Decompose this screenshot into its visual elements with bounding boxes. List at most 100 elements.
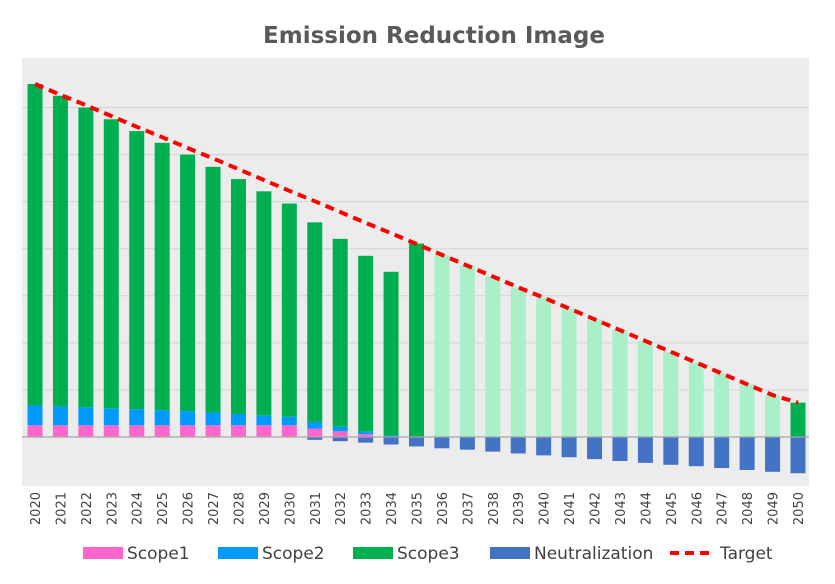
legend-swatch-scope3	[353, 547, 393, 559]
bar-scope1-2023	[103, 425, 119, 437]
legend-label-scope2: Scope2	[262, 544, 325, 564]
legend-swatch-neutralization	[490, 547, 530, 559]
bar-neutralization-2031	[307, 437, 323, 440]
bar-scope3-projected--2046	[688, 362, 704, 437]
x-tick-label: 2039	[512, 492, 527, 525]
bar-neutralization-2034	[383, 437, 399, 445]
bar-neutralization-2049	[765, 437, 781, 472]
bar-scope3-2032	[332, 238, 348, 427]
bar-scope1-2020	[27, 425, 43, 437]
x-tick-label: 2050	[792, 492, 807, 525]
x-tick-label: 2049	[767, 492, 782, 525]
bar-scope3-2022	[78, 107, 94, 408]
bar-scope3-projected--2044	[637, 340, 653, 437]
bar-scope3-2050	[790, 402, 806, 437]
target-series	[34, 82, 799, 405]
bar-scope1-2033	[358, 434, 374, 437]
bar-neutralization-2046	[688, 437, 704, 467]
bar-scope3-projected--2047	[714, 373, 730, 437]
bar-scope3-2035	[409, 243, 424, 437]
bar-scope3-projected--2042	[587, 319, 603, 437]
legend-swatch-scope1	[83, 547, 123, 559]
bar-scope2-2025	[154, 410, 170, 426]
x-tick-label: 2040	[538, 492, 553, 525]
x-tick-label: 2028	[232, 492, 247, 525]
bar-neutralization-2050	[790, 437, 806, 474]
bar-scope3-2034	[383, 271, 399, 436]
bar-scope3-2029	[256, 191, 272, 416]
x-tick-label: 2046	[690, 492, 705, 525]
x-tick-label: 2033	[360, 492, 375, 525]
x-tick-label: 2036	[436, 492, 451, 525]
bar-scope2-2026	[180, 411, 196, 426]
bar-scope3-projected--2036	[434, 254, 450, 437]
x-tick-label: 2047	[716, 492, 731, 525]
x-tick-label: 2044	[639, 492, 654, 525]
bar-neutralization-2041	[561, 437, 577, 458]
legend-label-target: Target	[719, 544, 773, 564]
x-tick-label: 2037	[461, 492, 476, 525]
x-tick-label: 2048	[741, 492, 756, 525]
bar-neutralization-2036	[434, 437, 450, 449]
bar-scope3-projected--2043	[612, 330, 628, 437]
x-tick-label: 2045	[665, 492, 680, 525]
x-tick-label: 2023	[105, 492, 120, 525]
bar-scope2-2024	[129, 409, 145, 426]
bar-scope3-2028	[230, 179, 246, 414]
bar-scope1-2024	[129, 425, 145, 437]
bar-scope1-2021	[52, 425, 68, 437]
bar-scope3-projected--2045	[663, 351, 679, 437]
bar-scope2-2028	[230, 413, 246, 426]
x-tick-label: 2030	[283, 492, 298, 525]
bar-scope1-2026	[180, 425, 196, 437]
bar-scope2-2023	[103, 408, 119, 426]
bar-scope1-2025	[154, 425, 170, 437]
bar-scope3-projected--2040	[536, 297, 552, 437]
bar-scope1-2027	[205, 425, 221, 437]
target-line	[34, 82, 799, 405]
bar-neutralization-2032	[332, 437, 348, 442]
bar-neutralization-2038	[485, 437, 501, 452]
chart-title: Emission Reduction Image	[263, 23, 605, 49]
bar-scope3-projected--2039	[510, 287, 526, 437]
x-tick-label: 2043	[614, 492, 629, 525]
bar-neutralization-2044	[637, 437, 653, 463]
bar-neutralization-2042	[587, 437, 603, 460]
bar-neutralization-2047	[714, 437, 730, 469]
x-tick-label: 2020	[29, 492, 44, 525]
legend-label-scope1: Scope1	[127, 544, 190, 564]
bar-scope1-2022	[78, 425, 94, 437]
x-tick-label: 2021	[54, 492, 69, 525]
x-tick-label: 2022	[80, 492, 95, 525]
bar-scope3-projected--2037	[459, 265, 475, 437]
bar-neutralization-2037	[459, 437, 475, 450]
bar-scope2-2027	[205, 412, 221, 426]
bar-scope2-2030	[281, 416, 297, 426]
bar-scope1-2031	[307, 428, 323, 437]
x-tick-label: 2034	[385, 492, 400, 525]
bar-neutralization-2040	[536, 437, 552, 456]
bar-scope2-2034	[383, 435, 399, 437]
bar-neutralization-2039	[510, 437, 526, 454]
bar-scope2-2022	[78, 407, 94, 426]
bar-scope2-2029	[256, 415, 272, 426]
x-tick-label: 2024	[131, 492, 146, 525]
bar-neutralization-2048	[739, 437, 755, 470]
bar-neutralization-2035	[409, 437, 424, 447]
bar-scope3-projected--2048	[739, 384, 755, 437]
bar-scope1-2028	[230, 425, 246, 437]
bar-scope2-2033	[358, 431, 374, 435]
x-tick-label: 2029	[258, 492, 273, 525]
bar-series	[27, 84, 806, 474]
bar-scope3-2033	[358, 255, 374, 432]
legend-label-scope3: Scope3	[397, 544, 460, 564]
x-tick-label: 2031	[309, 492, 324, 525]
x-tick-label: 2035	[411, 492, 426, 525]
bar-scope3-projected--2049	[765, 395, 781, 437]
legend-swatch-scope2	[218, 547, 258, 559]
bar-scope1-2029	[256, 425, 272, 437]
bar-neutralization-2043	[612, 437, 628, 462]
x-tick-label: 2026	[182, 492, 197, 525]
bar-scope3-2023	[103, 119, 119, 409]
x-tick-label: 2032	[334, 492, 349, 525]
